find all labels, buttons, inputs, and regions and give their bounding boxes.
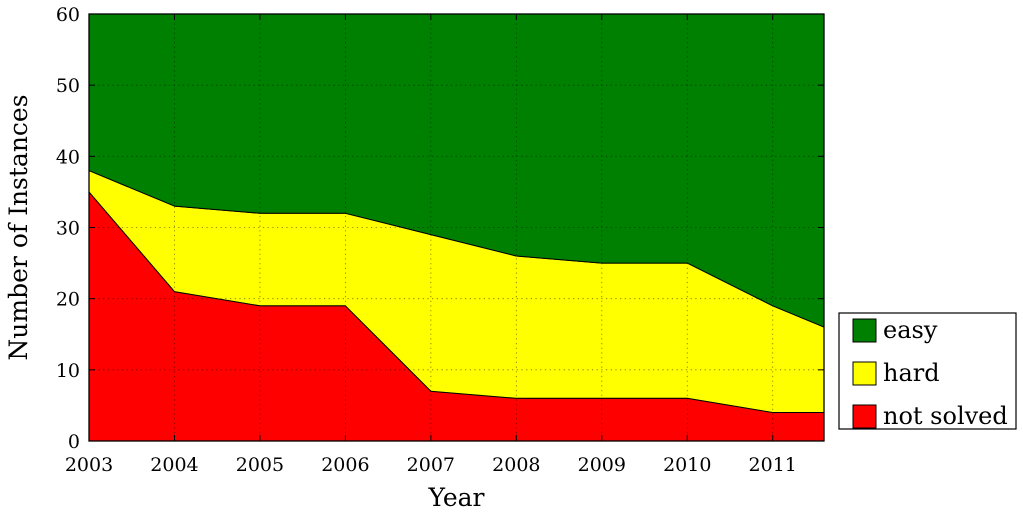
x-tick-label: 2005 bbox=[236, 454, 284, 476]
y-tick-label: 50 bbox=[56, 75, 80, 97]
y-tick-label: 40 bbox=[56, 146, 80, 168]
y-tick-label: 10 bbox=[56, 360, 80, 382]
x-tick-label: 2008 bbox=[492, 454, 540, 476]
y-tick-label: 20 bbox=[56, 289, 80, 311]
legend-swatch-not-solved bbox=[852, 404, 877, 429]
y-tick-label: 60 bbox=[56, 4, 80, 26]
x-axis-title: Year bbox=[428, 483, 485, 512]
y-tick-label: 0 bbox=[68, 431, 80, 453]
x-tick-label: 2004 bbox=[150, 454, 198, 476]
y-axis-ticks: 0 10 20 30 40 50 60 bbox=[56, 4, 824, 453]
legend-label-hard: hard bbox=[883, 359, 940, 387]
x-tick-label: 2010 bbox=[663, 454, 711, 476]
legend-swatch-hard bbox=[852, 361, 877, 386]
x-tick-label: 2009 bbox=[578, 454, 626, 476]
x-axis-ticks: 2003 2004 2005 2006 2007 2008 2009 2010 2011 bbox=[65, 14, 797, 476]
grid-layer bbox=[89, 14, 824, 441]
y-axis-title: Number of Instances bbox=[4, 94, 33, 360]
x-tick-label: 2007 bbox=[407, 454, 455, 476]
legend-label-not-solved: not solved bbox=[883, 402, 1008, 430]
legend: easy hard not solved bbox=[838, 312, 1017, 430]
legend-swatch-easy bbox=[852, 318, 877, 343]
legend-label-easy: easy bbox=[883, 316, 938, 344]
x-tick-label: 2011 bbox=[749, 454, 797, 476]
x-tick-label: 2003 bbox=[65, 454, 113, 476]
y-tick-label: 30 bbox=[56, 218, 80, 240]
x-tick-label: 2006 bbox=[321, 454, 369, 476]
